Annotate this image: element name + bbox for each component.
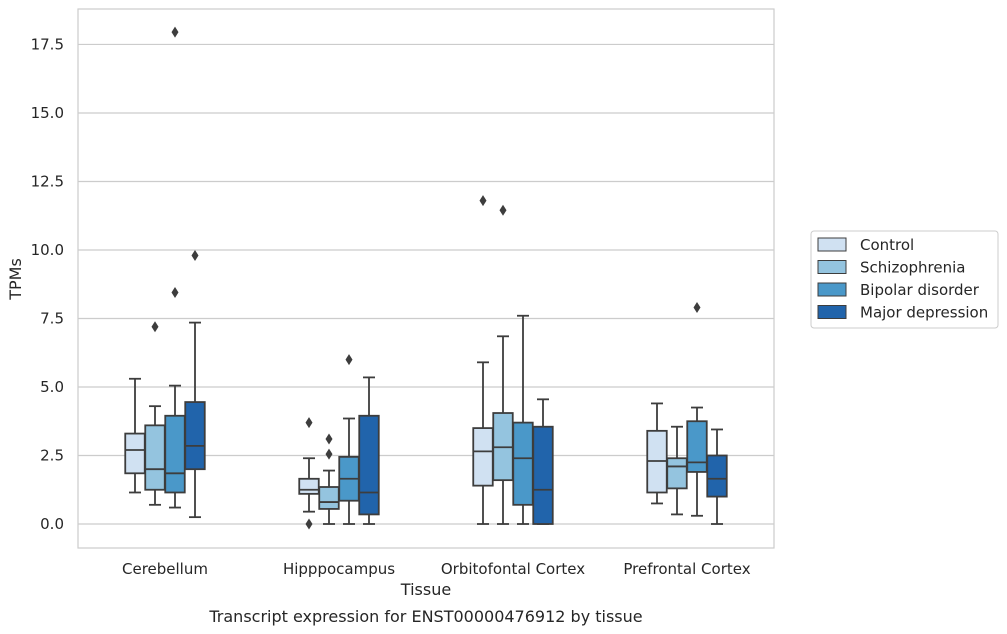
y-axis-label: TPMs (6, 258, 25, 301)
x-tick-label: Hipppocampus (283, 560, 395, 578)
outlier-marker (325, 448, 333, 460)
outlier-marker (305, 518, 313, 530)
box-major-depression (532, 398, 554, 525)
box-iqr (164, 414, 186, 494)
plot-area-frame (77, 8, 775, 549)
box-iqr (472, 427, 494, 487)
legend-label: Control (860, 236, 914, 254)
box-bipolar-disorder (338, 354, 360, 525)
legend-label: Bipolar disorder (860, 281, 980, 299)
box-control (472, 195, 494, 525)
box-iqr (358, 414, 380, 516)
legend-label: Schizophrenia (860, 259, 965, 277)
box-schizophrenia (144, 321, 166, 506)
box-iqr (706, 454, 728, 498)
y-tick-label: 7.5 (40, 309, 64, 327)
box-iqr (512, 421, 534, 506)
box-iqr (532, 425, 554, 525)
boxes (124, 26, 728, 530)
outlier-marker (693, 302, 701, 314)
y-tick-label: 15.0 (31, 104, 64, 122)
box-bipolar-disorder (164, 26, 186, 509)
outlier-marker (191, 249, 199, 261)
legend-frame (810, 230, 999, 329)
box-control (298, 417, 320, 530)
outlier-marker (325, 433, 333, 445)
legend-swatch (817, 305, 847, 319)
y-tick-labels: 0.0 2.5 5.0 7.5 10.0 12.5 15.0 17.5 (31, 35, 64, 533)
box-major-depression (706, 428, 728, 525)
y-tick-label: 10.0 (31, 241, 64, 259)
box-iqr (144, 424, 166, 491)
outlier-marker (171, 286, 179, 298)
outlier-marker (499, 204, 507, 216)
legend: Control Schizophrenia Bipolar disorder Majo… (810, 230, 999, 329)
box-major-depression (184, 249, 206, 519)
x-tick-label: Cerebellum (122, 560, 208, 578)
legend-swatch (817, 237, 847, 252)
outlier-marker (171, 26, 179, 38)
outlier-marker (305, 417, 313, 429)
box-iqr (318, 486, 340, 510)
box-control (646, 402, 668, 505)
y-tick-label: 17.5 (31, 35, 64, 53)
legend-swatch (817, 282, 847, 297)
box-bipolar-disorder (512, 314, 534, 525)
box-iqr (686, 420, 708, 473)
box-iqr (298, 477, 320, 495)
legend-swatch (817, 260, 847, 274)
x-axis-label: Tissue (400, 580, 451, 599)
x-tick-label: Prefrontal Cortex (623, 560, 750, 578)
box-major-depression (358, 376, 380, 525)
box-iqr (184, 401, 206, 471)
legend-label: Major depression (860, 304, 988, 322)
y-tick-label: 0.0 (40, 515, 64, 533)
x-tick-label: Orbitofontal Cortex (441, 560, 585, 578)
box-bipolar-disorder (686, 302, 708, 517)
outlier-marker (479, 195, 487, 207)
box-schizophrenia (666, 425, 688, 516)
outlier-marker (345, 354, 353, 366)
y-tick-label: 2.5 (40, 446, 64, 464)
box-control (124, 377, 146, 494)
y-tick-label: 12.5 (31, 172, 64, 190)
y-tick-label: 5.0 (40, 378, 64, 396)
outlier-marker (151, 321, 159, 333)
box-schizophrenia (492, 204, 514, 525)
x-tick-labels: Cerebellum Hipppocampus Orbitofontal Corte… (122, 560, 751, 578)
box-schizophrenia (318, 433, 340, 525)
chart-caption: Transcript expression for ENST0000047691… (208, 607, 642, 626)
box-iqr (666, 457, 688, 490)
box-iqr (124, 432, 146, 475)
